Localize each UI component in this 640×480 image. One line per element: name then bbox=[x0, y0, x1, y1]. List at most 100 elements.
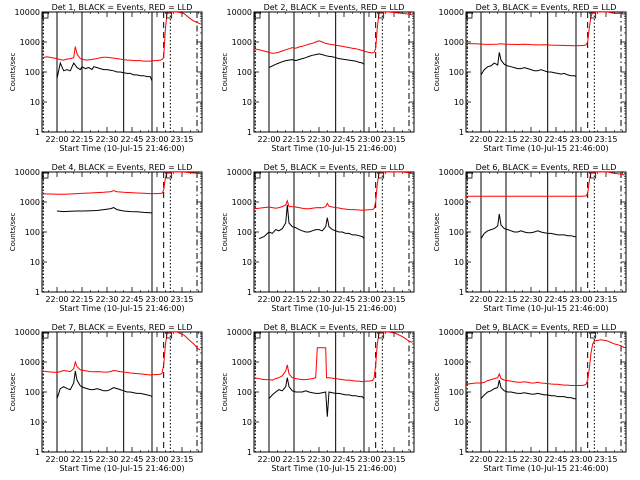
corner-marker bbox=[590, 172, 597, 179]
y-tick-label: 100 bbox=[25, 68, 40, 77]
x-tick-label: 22:45 bbox=[120, 135, 143, 144]
series-group bbox=[254, 332, 413, 417]
x-tick-label: 22:00 bbox=[257, 135, 280, 144]
y-tick-label: 1000 bbox=[232, 38, 252, 47]
series-line-lld bbox=[254, 172, 413, 211]
x-tick-label: 23:00 bbox=[569, 135, 592, 144]
x-tick-label: 22:00 bbox=[45, 455, 68, 464]
series-line-lld bbox=[42, 332, 201, 376]
x-tick-label: 22:45 bbox=[332, 135, 355, 144]
corner-marker bbox=[590, 12, 597, 19]
x-tick-label: 23:00 bbox=[145, 295, 168, 304]
x-tick-label: 22:45 bbox=[332, 455, 355, 464]
x-axis-label: Start Time (10-Jul-15 21:46:00) bbox=[271, 464, 396, 473]
x-tick-label: 22:30 bbox=[95, 455, 118, 464]
x-tick-label: 22:45 bbox=[544, 135, 567, 144]
panel-title: Det 7, BLACK = Events, RED = LLD bbox=[52, 323, 193, 332]
series-line-lld bbox=[466, 339, 625, 386]
x-tick-label: 22:30 bbox=[519, 135, 542, 144]
detector-panel-7: 1 10 100 1000 10000 22:00 22:15 22:30 22:45 23:00… bbox=[9, 323, 203, 473]
x-tick-label: 22:15 bbox=[70, 455, 93, 464]
y-axis-label: Counts/sec bbox=[9, 53, 17, 92]
x-tick-label: 23:15 bbox=[170, 135, 193, 144]
series-line-events bbox=[268, 377, 365, 417]
y-tick-label: 1000 bbox=[20, 358, 40, 367]
x-tick-label: 23:15 bbox=[170, 455, 193, 464]
x-tick-label: 22:00 bbox=[45, 295, 68, 304]
series-group bbox=[42, 172, 201, 214]
x-tick-label: 22:30 bbox=[307, 295, 330, 304]
y-axis-label: Counts/sec bbox=[9, 373, 17, 412]
y-tick-label: 1000 bbox=[20, 38, 40, 47]
series-line-events bbox=[268, 53, 365, 69]
series-line-lld bbox=[254, 12, 413, 54]
plot-frame bbox=[41, 331, 203, 453]
x-tick-label: 22:30 bbox=[307, 135, 330, 144]
y-tick-label: 1 bbox=[35, 288, 40, 297]
y-tick-label: 100 bbox=[449, 68, 464, 77]
series-group bbox=[466, 172, 625, 239]
series-line-events bbox=[480, 52, 577, 78]
detector-panel-3: 1 10 100 1000 10000 22:00 22:15 22:30 22:45 23:00… bbox=[433, 3, 627, 153]
plot-frame bbox=[253, 171, 415, 293]
x-tick-label: 22:00 bbox=[469, 135, 492, 144]
series-line-lld bbox=[254, 332, 413, 383]
detector-panel-4: 1 10 100 1000 10000 22:00 22:15 22:30 22:45 23:00… bbox=[9, 163, 203, 313]
y-axis-label: Counts/sec bbox=[433, 53, 441, 92]
x-tick-label: 23:15 bbox=[382, 295, 405, 304]
y-tick-label: 10000 bbox=[439, 8, 464, 17]
detector-panel-9: 1 10 100 1000 10000 22:00 22:15 22:30 22:45 23:00… bbox=[433, 323, 627, 473]
x-tick-label: 22:00 bbox=[45, 135, 68, 144]
plot-frame bbox=[253, 11, 415, 133]
x-axis-label: Start Time (10-Jul-15 21:46:00) bbox=[59, 144, 184, 153]
y-tick-label: 1000 bbox=[232, 358, 252, 367]
x-tick-label: 23:00 bbox=[357, 455, 380, 464]
series-group bbox=[466, 339, 625, 400]
x-tick-label: 22:30 bbox=[307, 455, 330, 464]
x-tick-label: 22:00 bbox=[257, 295, 280, 304]
y-tick-label: 10 bbox=[242, 98, 252, 107]
series-line-lld bbox=[42, 172, 201, 195]
y-tick-label: 100 bbox=[449, 228, 464, 237]
corner-marker bbox=[466, 332, 473, 339]
y-tick-label: 10000 bbox=[439, 328, 464, 337]
y-tick-label: 10 bbox=[30, 258, 40, 267]
y-tick-label: 10 bbox=[30, 98, 40, 107]
y-tick-label: 10000 bbox=[439, 168, 464, 177]
panel-title: Det 1, BLACK = Events, RED = LLD bbox=[52, 3, 193, 12]
y-tick-label: 10000 bbox=[15, 328, 40, 337]
y-axis-label: Counts/sec bbox=[9, 213, 17, 252]
y-tick-label: 10 bbox=[454, 98, 464, 107]
x-tick-label: 23:15 bbox=[382, 135, 405, 144]
series-line-lld bbox=[466, 12, 625, 47]
plot-frame bbox=[253, 331, 415, 453]
x-tick-label: 22:45 bbox=[120, 455, 143, 464]
y-tick-label: 100 bbox=[237, 388, 252, 397]
y-tick-label: 10 bbox=[454, 258, 464, 267]
y-tick-label: 10 bbox=[30, 418, 40, 427]
series-group bbox=[254, 12, 413, 69]
y-tick-label: 1 bbox=[35, 128, 40, 137]
x-axis-label: Start Time (10-Jul-15 21:46:00) bbox=[271, 304, 396, 313]
x-axis-label: Start Time (10-Jul-15 21:46:00) bbox=[483, 144, 608, 153]
corner-marker bbox=[42, 172, 49, 179]
y-tick-label: 10 bbox=[242, 418, 252, 427]
series-group bbox=[254, 172, 413, 240]
y-tick-label: 1000 bbox=[444, 38, 464, 47]
x-tick-label: 23:15 bbox=[594, 295, 617, 304]
corner-marker bbox=[166, 12, 173, 19]
x-axis-label: Start Time (10-Jul-15 21:46:00) bbox=[59, 304, 184, 313]
detector-panel-6: 1 10 100 1000 10000 22:00 22:15 22:30 22:45 23:00… bbox=[433, 163, 627, 313]
series-line-events bbox=[480, 379, 576, 400]
panel-title: Det 9, BLACK = Events, RED = LLD bbox=[476, 323, 617, 332]
y-tick-label: 10000 bbox=[227, 8, 252, 17]
series-group bbox=[42, 12, 201, 82]
y-tick-label: 10000 bbox=[227, 168, 252, 177]
panel-title: Det 4, BLACK = Events, RED = LLD bbox=[52, 163, 193, 172]
x-tick-label: 22:00 bbox=[257, 455, 280, 464]
x-tick-label: 22:45 bbox=[544, 455, 567, 464]
detector-panel-8: 1 10 100 1000 10000 22:00 22:15 22:30 22:45 23:00… bbox=[221, 323, 415, 473]
detector-panel-1: 1 10 100 1000 10000 22:00 22:15 22:30 22:45 23:00… bbox=[9, 3, 203, 153]
y-tick-label: 1000 bbox=[232, 198, 252, 207]
